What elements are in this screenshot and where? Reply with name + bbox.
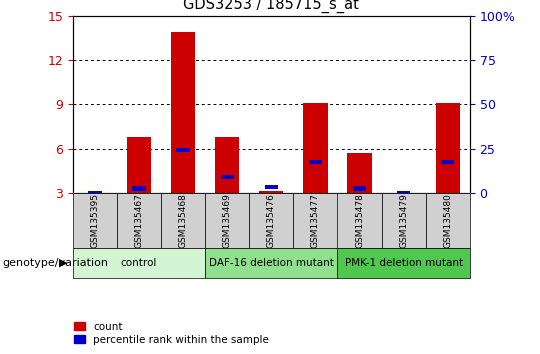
Text: GSM135468: GSM135468 — [179, 193, 188, 248]
Bar — [88, 191, 102, 195]
Text: GSM135476: GSM135476 — [267, 193, 276, 248]
Text: DAF-16 deletion mutant: DAF-16 deletion mutant — [209, 258, 334, 268]
Bar — [293, 193, 338, 248]
Text: control: control — [121, 258, 157, 268]
Bar — [161, 193, 205, 248]
Bar — [177, 148, 190, 152]
Bar — [171, 32, 195, 193]
Text: GSM135395: GSM135395 — [91, 193, 99, 248]
Bar — [265, 185, 278, 189]
Bar — [205, 248, 338, 278]
Text: GSM135469: GSM135469 — [223, 193, 232, 248]
Bar — [303, 103, 328, 193]
Bar — [441, 160, 455, 164]
Bar — [215, 137, 239, 193]
Bar — [205, 193, 249, 248]
Bar — [117, 193, 161, 248]
Bar — [347, 153, 372, 193]
Text: GSM135478: GSM135478 — [355, 193, 364, 248]
Bar — [436, 103, 460, 193]
Text: GSM135467: GSM135467 — [134, 193, 144, 248]
Title: GDS3253 / 185715_s_at: GDS3253 / 185715_s_at — [184, 0, 359, 13]
Text: GSM135480: GSM135480 — [443, 193, 452, 248]
Legend: count, percentile rank within the sample: count, percentile rank within the sample — [70, 317, 273, 349]
Text: ▶: ▶ — [59, 258, 68, 268]
Bar — [73, 193, 117, 248]
Bar — [426, 193, 470, 248]
Text: GSM135479: GSM135479 — [399, 193, 408, 248]
Bar — [353, 187, 366, 190]
Bar — [338, 248, 470, 278]
Text: GSM135477: GSM135477 — [311, 193, 320, 248]
Bar — [132, 187, 146, 190]
Bar — [220, 175, 234, 179]
Text: PMK-1 deletion mutant: PMK-1 deletion mutant — [345, 258, 463, 268]
Bar — [73, 248, 205, 278]
Bar — [382, 193, 426, 248]
Bar — [259, 192, 284, 193]
Bar — [338, 193, 382, 248]
Text: genotype/variation: genotype/variation — [3, 258, 109, 268]
Bar — [397, 191, 410, 195]
Bar — [249, 193, 293, 248]
Bar — [309, 160, 322, 164]
Bar — [127, 137, 151, 193]
